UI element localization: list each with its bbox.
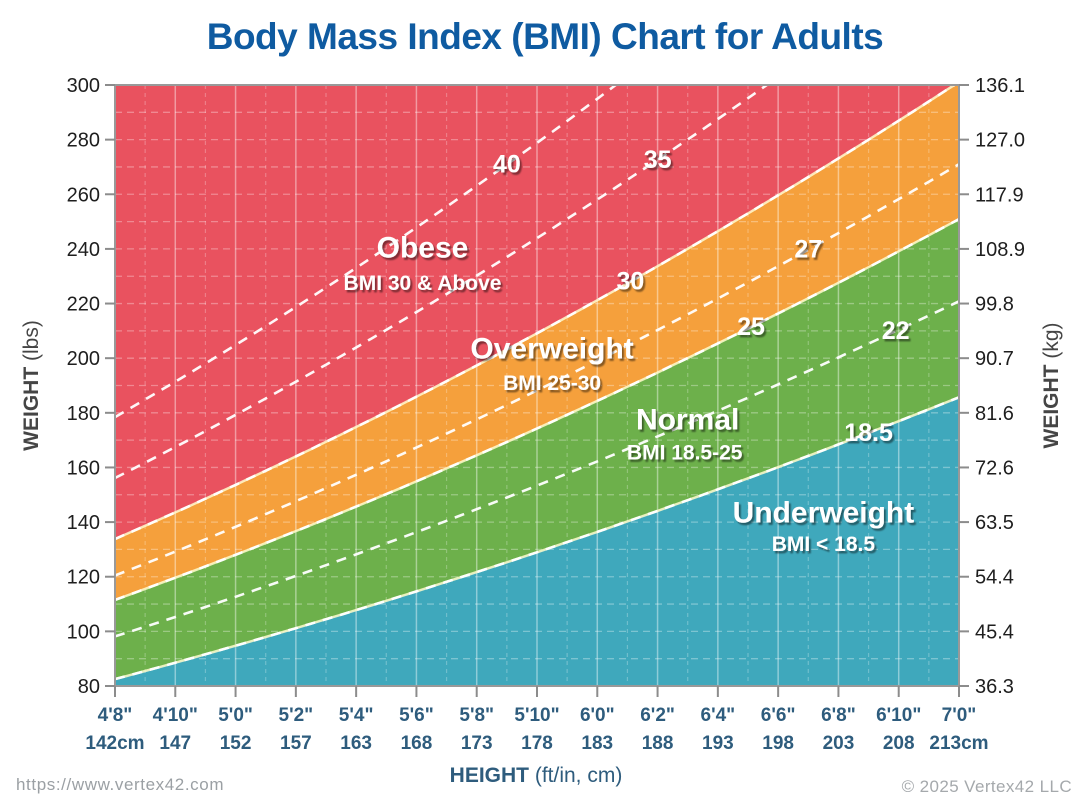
region-label-underweight: Underweight xyxy=(733,497,915,530)
y-left-tick-label: 260 xyxy=(67,184,100,206)
y-left-tick-label: 280 xyxy=(67,130,100,152)
x-axis-title: HEIGHT (ft/in, cm) xyxy=(450,764,623,787)
bmi-line-label-22: 22 xyxy=(882,317,910,345)
bmi-line-label-18.5: 18.5 xyxy=(844,419,893,447)
x-tick-label-ftin: 6'8" xyxy=(821,705,856,726)
x-tick-label-cm: 163 xyxy=(340,733,372,754)
region-underweight xyxy=(115,397,959,686)
region-label-overweight: Overweight xyxy=(470,333,633,366)
page-title: Body Mass Index (BMI) Chart for Adults xyxy=(206,16,884,57)
y-left-tick-label: 240 xyxy=(67,239,100,261)
y-left-tick-label: 300 xyxy=(67,75,100,97)
y-right-tick-label: 99.8 xyxy=(975,294,1014,316)
region-sublabel-obese: BMI 30 & Above xyxy=(344,272,502,295)
footer-url[interactable]: https://www.vertex42.com xyxy=(16,775,225,794)
region-label-obese: Obese xyxy=(377,232,469,265)
x-tick-label-ftin: 7'0" xyxy=(942,705,977,726)
region-sublabel-underweight: BMI < 18.5 xyxy=(772,533,876,556)
y-right-tick-label: 72.6 xyxy=(975,457,1014,479)
y-right-tick-label: 117.9 xyxy=(975,184,1024,206)
x-tick-label-ftin: 6'2" xyxy=(640,705,675,726)
y-right-tick-label: 136.1 xyxy=(975,75,1025,97)
region-label-normal: Normal xyxy=(636,404,739,437)
y-right-tick-label: 54.4 xyxy=(975,567,1014,589)
x-tick-label-ftin: 6'6" xyxy=(761,705,796,726)
x-tick-label-ftin: 5'6" xyxy=(399,705,434,726)
x-tick-label-cm: 168 xyxy=(401,733,433,754)
x-tick-labels: 4'8" 142cm 4'10" 147 5'0" 152 5'2" 157 5'4" 163 5'… xyxy=(85,705,988,754)
bmi-line-label-27: 27 xyxy=(794,236,822,264)
x-tick-label-cm: 157 xyxy=(280,733,312,754)
x-tick-label-ftin: 6'4" xyxy=(701,705,736,726)
x-tick-label-ftin: 6'0" xyxy=(580,705,615,726)
y-right-tick-label: 45.4 xyxy=(975,621,1014,643)
y-left-tick-label: 200 xyxy=(67,348,100,370)
x-tick-label-ftin: 5'0" xyxy=(218,705,253,726)
grid xyxy=(115,85,959,686)
x-tick-label-cm: 173 xyxy=(461,733,493,754)
y-right-tick-label: 108.9 xyxy=(975,239,1025,261)
x-tick-label-ftin: 5'4" xyxy=(339,705,374,726)
axis-ticks xyxy=(105,84,969,697)
x-tick-label-cm: 152 xyxy=(220,733,252,754)
y-left-tick-label: 180 xyxy=(67,403,100,425)
region-obese xyxy=(115,85,959,539)
bmi-line-22 xyxy=(115,300,959,638)
y-left-tick-label: 120 xyxy=(67,567,100,589)
x-tick-label-cm: 198 xyxy=(762,733,794,754)
x-tick-label-cm: 188 xyxy=(642,733,674,754)
bmi-line-40 xyxy=(115,85,618,419)
y-right-tick-label: 81.6 xyxy=(975,403,1014,425)
bmi-line-30 xyxy=(115,85,957,541)
plot-area xyxy=(115,85,959,686)
y-right-tick-label: 127.0 xyxy=(975,130,1025,152)
region-sublabel-overweight: BMI 25-30 xyxy=(503,372,601,395)
x-tick-label-cm: 203 xyxy=(823,733,855,754)
region-sublabel-normal: BMI 18.5-25 xyxy=(627,441,743,464)
y-left-tick-label: 220 xyxy=(67,294,100,316)
x-tick-label-ftin: 4'8" xyxy=(98,705,133,726)
x-tick-label-cm: 193 xyxy=(702,733,734,754)
x-tick-label-cm: 178 xyxy=(521,733,553,754)
bmi-line-label-40: 40 xyxy=(493,151,521,179)
x-tick-label-ftin: 5'8" xyxy=(459,705,494,726)
bmi-line-27 xyxy=(115,163,959,577)
bmi-line-label-30: 30 xyxy=(616,268,644,296)
x-tick-label-ftin: 6'10" xyxy=(876,705,921,726)
footer-copyright: © 2025 Vertex42 LLC xyxy=(901,777,1072,796)
y-axis-title-right: WEIGHT (kg) xyxy=(1040,323,1063,449)
bmi-line-25 xyxy=(115,217,959,602)
y-left-tick-label: 160 xyxy=(67,457,100,479)
y-right-tick-label: 90.7 xyxy=(975,348,1014,370)
x-tick-label-cm: 213cm xyxy=(929,733,988,754)
y-tick-labels: 80 36.3 100 45.4 120 54.4 140 63.5 160 72.6 180 81.… xyxy=(67,75,1025,698)
y-axis-title-left: WEIGHT (lbs) xyxy=(20,320,43,451)
y-left-tick-label: 140 xyxy=(67,512,100,534)
y-left-tick-label: 100 xyxy=(67,621,100,643)
chart-labels: Underweight BMI < 18.5 Normal BMI 18.5-25 Ov… xyxy=(344,146,915,556)
bmi-line-label-25: 25 xyxy=(737,313,765,341)
x-tick-label-ftin: 4'10" xyxy=(153,705,198,726)
x-tick-label-cm: 208 xyxy=(883,733,915,754)
bmi-line-18.5 xyxy=(115,396,959,681)
y-right-tick-label: 36.3 xyxy=(975,676,1014,698)
bmi-line-label-35: 35 xyxy=(644,146,672,174)
y-left-tick-label: 80 xyxy=(78,676,100,698)
x-tick-label-ftin: 5'10" xyxy=(514,705,559,726)
x-tick-label-cm: 147 xyxy=(159,733,191,754)
y-right-tick-label: 63.5 xyxy=(975,512,1014,534)
x-tick-label-ftin: 5'2" xyxy=(279,705,314,726)
x-tick-label-cm: 142cm xyxy=(85,733,144,754)
x-tick-label-cm: 183 xyxy=(581,733,613,754)
